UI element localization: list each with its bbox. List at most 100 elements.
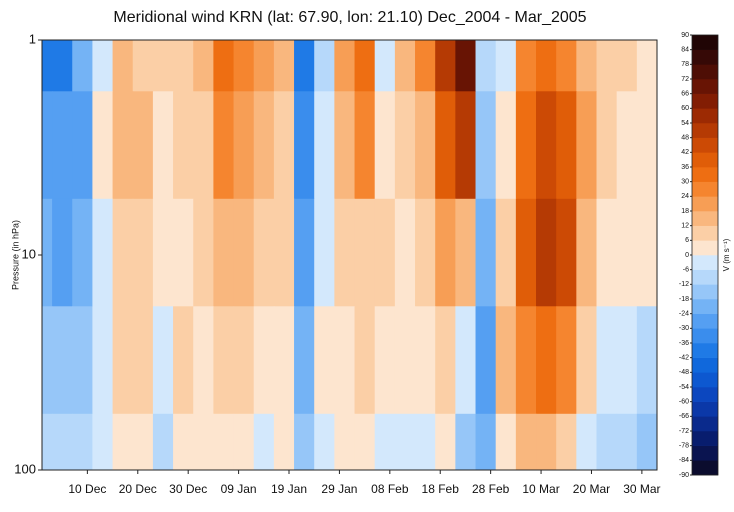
heat-cell bbox=[42, 91, 53, 200]
heat-cell bbox=[455, 413, 477, 471]
colorbar-box bbox=[692, 299, 718, 314]
colorbar-box bbox=[692, 181, 718, 197]
heat-cell bbox=[394, 306, 416, 415]
colorbar-tick-label: 12 bbox=[681, 223, 689, 230]
y-tick-label: 10 bbox=[22, 246, 36, 261]
heat-cell bbox=[616, 306, 638, 415]
heat-cell bbox=[193, 40, 214, 92]
heat-cell bbox=[173, 413, 194, 471]
heat-cell bbox=[495, 306, 517, 415]
heat-cell bbox=[132, 413, 154, 471]
heat-cell bbox=[334, 198, 356, 307]
heat-cell bbox=[132, 91, 154, 200]
heat-cell bbox=[354, 40, 376, 92]
colorbar-box bbox=[692, 240, 718, 256]
heat-cell bbox=[112, 40, 134, 92]
colorbar-tick-label: -90 bbox=[679, 472, 689, 479]
colorbar-tick-label: 18 bbox=[681, 208, 689, 215]
heat-cell bbox=[52, 198, 73, 307]
heat-cell bbox=[132, 198, 154, 307]
heat-cell bbox=[233, 198, 255, 307]
colorbar-tick-label: 84 bbox=[681, 47, 689, 54]
colorbar-tick-label: -66 bbox=[679, 413, 689, 420]
heat-cell bbox=[173, 40, 194, 92]
heat-cell bbox=[394, 198, 416, 307]
heat-cell bbox=[152, 306, 174, 415]
colorbar-box bbox=[692, 431, 718, 446]
heat-cell bbox=[173, 198, 194, 307]
heat-cell bbox=[515, 306, 537, 415]
heat-cell bbox=[152, 91, 174, 200]
heat-cell bbox=[42, 413, 53, 471]
x-tick-label: 10 Dec bbox=[68, 482, 106, 496]
colorbar-tick-label: -36 bbox=[679, 340, 689, 347]
heat-cell bbox=[556, 91, 577, 200]
heat-cell bbox=[193, 413, 214, 471]
heat-cell bbox=[52, 306, 73, 415]
heat-cell bbox=[334, 40, 356, 92]
colorbar-box bbox=[692, 35, 718, 50]
colorbar-tick-label: 36 bbox=[681, 164, 689, 171]
colorbar-box bbox=[692, 460, 718, 476]
heat-cell bbox=[435, 198, 456, 307]
heat-cell bbox=[636, 198, 658, 307]
y-tick-label: 1 bbox=[29, 31, 36, 46]
colorbar-tick-label: -72 bbox=[679, 428, 689, 435]
heat-cell bbox=[455, 91, 477, 200]
heat-cell bbox=[596, 91, 618, 200]
heat-cell bbox=[536, 40, 557, 92]
heat-cell bbox=[354, 306, 376, 415]
heat-cell bbox=[213, 91, 235, 200]
heat-cell bbox=[394, 413, 416, 471]
heat-cell bbox=[132, 40, 154, 92]
x-tick-label: 20 Mar bbox=[573, 482, 610, 496]
colorbar-tick-label: 78 bbox=[681, 61, 689, 68]
heat-cell bbox=[42, 306, 53, 415]
heat-cell bbox=[616, 413, 638, 471]
heat-cell bbox=[152, 198, 174, 307]
heat-cell bbox=[636, 306, 658, 415]
x-tick-label: 09 Jan bbox=[221, 482, 257, 496]
colorbar-box bbox=[692, 123, 718, 138]
heat-cell bbox=[294, 40, 315, 92]
colorbar-box bbox=[692, 152, 718, 168]
heat-cell bbox=[515, 40, 537, 92]
heat-cell bbox=[72, 306, 93, 415]
colorbar-tick-label: -24 bbox=[679, 311, 689, 318]
heat-cell bbox=[334, 413, 356, 471]
colorbar-tick-label: 90 bbox=[681, 32, 689, 39]
heat-cell bbox=[415, 91, 436, 200]
colorbar-box bbox=[692, 269, 718, 285]
heat-cell bbox=[374, 91, 396, 200]
heat-cell bbox=[213, 198, 235, 307]
colorbar-box bbox=[692, 445, 718, 461]
heat-cell bbox=[415, 306, 436, 415]
x-tick-label: 19 Jan bbox=[271, 482, 307, 496]
heat-cell bbox=[374, 306, 396, 415]
heat-cell bbox=[394, 91, 416, 200]
heat-cell bbox=[233, 306, 255, 415]
colorbar-box bbox=[692, 167, 718, 182]
x-tick-label: 30 Dec bbox=[169, 482, 207, 496]
colorbar-box bbox=[692, 401, 718, 417]
colorbar-tick-label: -18 bbox=[679, 296, 689, 303]
heat-cell bbox=[354, 91, 376, 200]
x-tick-label: 28 Feb bbox=[472, 482, 510, 496]
colorbar-label: V (m s⁻¹) bbox=[722, 238, 731, 271]
heat-cell bbox=[455, 306, 477, 415]
colorbar-tick-label: -30 bbox=[679, 325, 689, 332]
heat-cell bbox=[536, 306, 557, 415]
heat-cell bbox=[415, 40, 436, 92]
heat-cell bbox=[92, 413, 114, 471]
colorbar-box bbox=[692, 328, 718, 344]
heat-cell bbox=[596, 40, 618, 92]
heat-cell bbox=[576, 40, 598, 92]
y-axis-label: Pressure (in hPa) bbox=[10, 220, 20, 290]
heat-cell bbox=[42, 198, 53, 307]
colorbar-box bbox=[692, 211, 718, 226]
heat-cell bbox=[314, 91, 335, 200]
heat-cell bbox=[152, 40, 174, 92]
x-tick-label: 29 Jan bbox=[321, 482, 357, 496]
